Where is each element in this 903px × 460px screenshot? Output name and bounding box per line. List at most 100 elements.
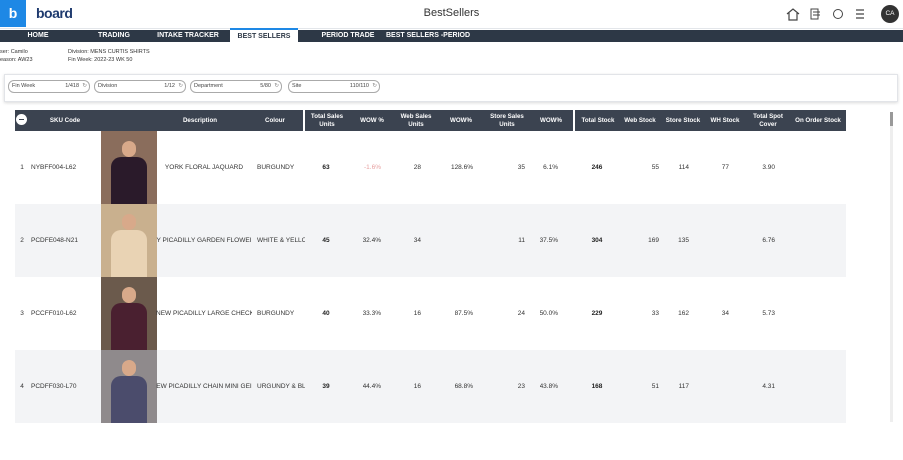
week-info: Fin Week: 2022-23 WK 50: [68, 57, 133, 63]
table-cell: WHITE & YELLOW: [257, 236, 305, 244]
column-header[interactable]: Web Sales Units: [400, 113, 432, 128]
table-cell: 2: [20, 236, 24, 244]
table-cell: 4.31: [762, 382, 775, 390]
column-header[interactable]: SKU Code: [49, 116, 81, 124]
column-header[interactable]: WH Stock: [710, 116, 740, 124]
filter-count: 1/12: [164, 83, 175, 89]
table-cell: 50.0%: [539, 309, 558, 317]
column-header[interactable]: Web Stock: [624, 116, 656, 124]
table-cell: 37.5%: [539, 236, 558, 244]
column-header[interactable]: Total Sales Units: [310, 113, 344, 128]
table-cell: 87.5%: [454, 309, 473, 317]
table-cell: 117: [678, 382, 689, 390]
table-cell: 33: [651, 309, 659, 317]
filter-bar: [4, 74, 898, 102]
table-cell: 162: [678, 309, 689, 317]
filter[interactable]: Site 110/110 ↻: [288, 80, 380, 93]
table-cell: 55: [651, 163, 659, 171]
scrollbar[interactable]: [890, 112, 893, 422]
product-image[interactable]: [101, 131, 157, 204]
season-info: eason: AW23: [0, 57, 33, 63]
user-info: ser: Camilo: [0, 49, 28, 55]
table-cell: 23: [517, 382, 525, 390]
nav-tab[interactable]: BEST SELLERS: [230, 28, 298, 44]
filter-count: 5/80: [260, 83, 271, 89]
table-header: [575, 110, 846, 131]
table-cell: 135: [678, 236, 689, 244]
column-header[interactable]: WOW %: [360, 116, 384, 124]
table-cell: 229: [591, 309, 603, 317]
refresh-icon[interactable]: ↻: [274, 83, 279, 89]
table-cell: 5.73: [762, 309, 775, 317]
table-cell: PCCFF010-L62: [31, 309, 77, 317]
table-header: [15, 110, 303, 131]
nav-tab[interactable]: INTAKE TRACKER: [157, 32, 219, 39]
table-cell: 114: [678, 163, 689, 171]
filter-label: Fin Week: [12, 83, 36, 89]
column-header[interactable]: Store Sales Units: [490, 113, 524, 128]
avatar[interactable]: CA: [881, 5, 899, 23]
filter-label: Department: [194, 83, 223, 89]
table-header: [305, 110, 573, 131]
column-header[interactable]: Colour: [265, 116, 285, 124]
table-cell: 51: [651, 382, 659, 390]
table-cell: URGUNDY & BLUI: [257, 382, 305, 390]
product-image[interactable]: [101, 204, 157, 277]
nav-tab[interactable]: PERIOD TRADE: [321, 32, 375, 39]
nav-tab[interactable]: HOME: [27, 32, 49, 39]
product-image[interactable]: [101, 277, 157, 350]
column-header[interactable]: On Order Stock: [795, 116, 841, 124]
nav-tab[interactable]: TRADING: [98, 32, 130, 39]
table-cell: 45: [322, 236, 330, 244]
table-cell: 6.1%: [543, 163, 558, 171]
filter-label: Division: [98, 83, 118, 89]
page-title: BestSellers: [423, 7, 480, 19]
table-cell: 1: [20, 163, 24, 171]
column-header[interactable]: WOW%: [540, 116, 562, 124]
column-header[interactable]: Description: [182, 116, 218, 124]
table-cell: NYBFF004-L62: [31, 163, 77, 171]
refresh-icon[interactable]: ↻: [82, 83, 87, 89]
header-icons[interactable]: [784, 6, 864, 22]
filter[interactable]: Fin Week 1/418 ↻: [8, 80, 90, 93]
table-cell: 35: [517, 163, 525, 171]
table-cell: 40: [322, 309, 330, 317]
table-cell: 169: [648, 236, 659, 244]
refresh-icon[interactable]: ↻: [178, 83, 183, 89]
table-cell: 77: [721, 163, 729, 171]
refresh-icon[interactable]: ↻: [372, 83, 377, 89]
app-icon[interactable]: b: [0, 0, 26, 27]
table-cell: 34: [721, 309, 729, 317]
column-header[interactable]: Total Spot Cover: [753, 113, 783, 128]
table-cell: 4: [20, 382, 24, 390]
table-cell: 68.8%: [454, 382, 473, 390]
table-cell: BURGUNDY: [257, 163, 295, 171]
table-cell: 24: [517, 309, 525, 317]
top-bar: [0, 0, 903, 29]
logo: board: [36, 5, 73, 21]
table-cell: Y PICADILLY GARDEN FLOWEI: [156, 236, 252, 244]
table-cell: YORK FLORAL JAQUARD: [164, 163, 244, 171]
product-image[interactable]: [101, 350, 157, 423]
column-header[interactable]: Total Stock: [581, 116, 615, 124]
filter[interactable]: Department 5/80 ↻: [190, 80, 282, 93]
table-cell: 168: [591, 382, 603, 390]
table-cell: 34: [413, 236, 421, 244]
table-cell: 44.4%: [362, 382, 381, 390]
nav-tab[interactable]: BEST SELLERS -PERIOD: [386, 32, 471, 39]
table-cell: 16: [413, 382, 421, 390]
table-cell: 128.6%: [450, 163, 473, 171]
filter[interactable]: Division 1/12 ↻: [94, 80, 186, 93]
nav-bar: [0, 30, 903, 42]
filter-count: 110/110: [349, 83, 369, 89]
column-header[interactable]: Store Stock: [665, 116, 701, 124]
table-cell: PCDFE048-N21: [31, 236, 78, 244]
table-cell: PCDFF030-L70: [31, 382, 77, 390]
menu-toggle[interactable]: [16, 114, 27, 125]
table-cell: 43.8%: [539, 382, 558, 390]
table-cell: NEW PICADILLY LARGE CHECK: [156, 309, 252, 317]
table-cell: 3.90: [762, 163, 775, 171]
table-cell: 16: [413, 309, 421, 317]
column-header[interactable]: WOW%: [450, 116, 472, 124]
